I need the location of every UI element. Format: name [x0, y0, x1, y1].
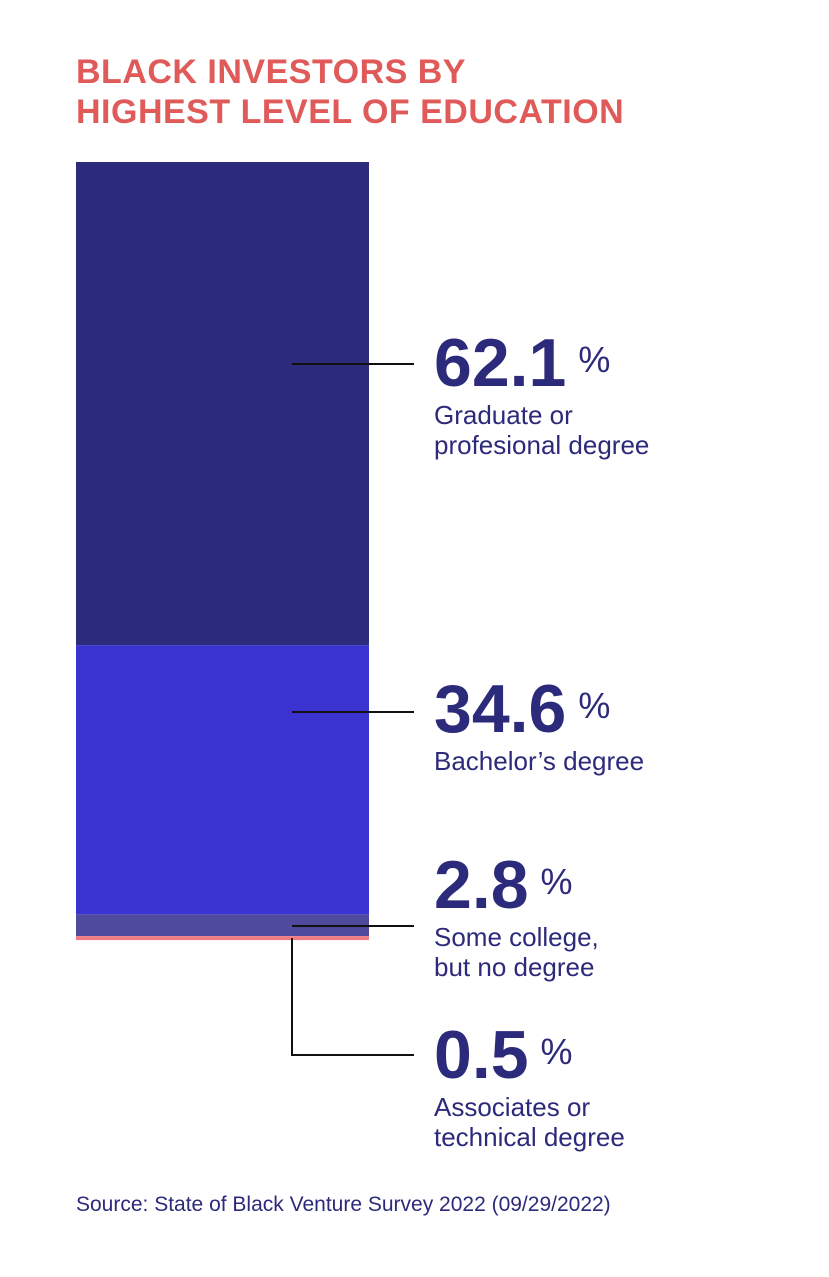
chart-title-line-1: BLACK INVESTORS BY: [76, 53, 466, 91]
category-label-2-line-1: Bachelor’s degree: [434, 746, 644, 776]
value-label-4: 0.5: [434, 1017, 529, 1093]
bar-segment-4: [76, 936, 369, 941]
percent-sign-3: %: [541, 861, 573, 902]
value-label-1: 62.1: [434, 325, 566, 401]
category-label-1-line-2: profesional degree: [434, 430, 649, 460]
bar-segment-2: [76, 645, 369, 915]
leader-line-4: [291, 938, 414, 1056]
category-label-3-line-1: Some college,: [434, 922, 599, 952]
chart-title-line-2: HIGHEST LEVEL OF EDUCATION: [76, 93, 625, 131]
percent-sign-4: %: [541, 1031, 573, 1072]
source-note: Source: State of Black Venture Survey 20…: [76, 1193, 611, 1216]
bar-segment-1: [76, 162, 369, 646]
value-label-2: 34.6: [434, 671, 566, 747]
category-label-1-line-1: Graduate or: [434, 400, 573, 430]
bar-segment-3: [76, 914, 369, 937]
category-label-4-line-2: technical degree: [434, 1122, 625, 1152]
percent-sign-1: %: [578, 339, 610, 380]
value-label-3: 2.8: [434, 847, 529, 923]
percent-sign-2: %: [578, 685, 610, 726]
category-label-4-line-1: Associates or: [434, 1092, 590, 1122]
chart-title: BLACK INVESTORS BY HIGHEST LEVEL OF EDUC…: [76, 52, 796, 132]
category-label-3-line-2: but no degree: [434, 952, 594, 982]
